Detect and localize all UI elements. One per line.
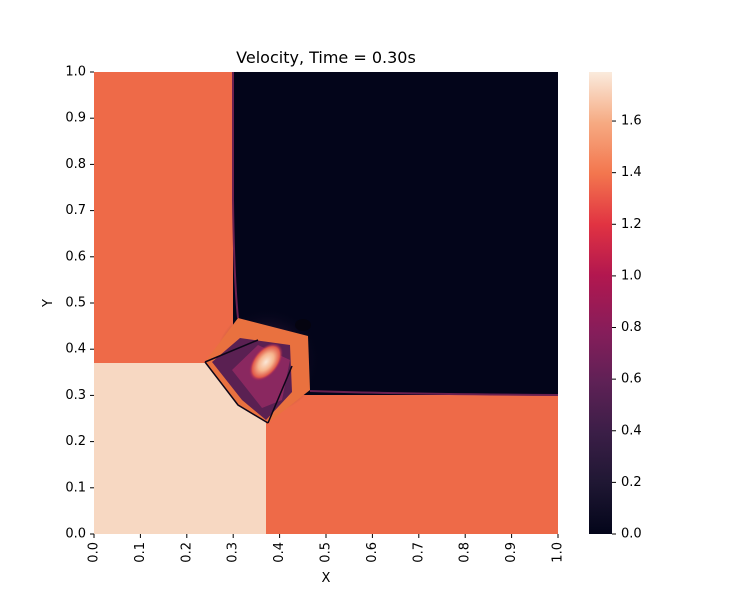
y-tick-label: 0.9 bbox=[65, 111, 86, 126]
x-tick-label: 0.0 bbox=[87, 542, 102, 563]
contact-edge-vertical bbox=[232, 72, 239, 319]
x-tick-label: 0.4 bbox=[272, 542, 287, 563]
colorbar bbox=[589, 72, 612, 534]
chart-title: Velocity, Time = 0.30s bbox=[236, 48, 416, 67]
shock-front-lines bbox=[204, 339, 293, 424]
colorbar-tick-label: 0.2 bbox=[621, 475, 642, 490]
colorbar-tick-label: 0.8 bbox=[621, 320, 642, 335]
x-tick-label: 0.7 bbox=[411, 542, 426, 563]
y-tick-label: 0.1 bbox=[65, 480, 86, 495]
colorbar-tick-label: 1.2 bbox=[621, 217, 642, 232]
colorbar-tick-label: 0.6 bbox=[621, 372, 642, 387]
x-tick-label: 1.0 bbox=[551, 542, 566, 563]
region-top-left bbox=[94, 72, 233, 363]
y-axis-label: Y bbox=[41, 299, 56, 308]
y-axis: 0.0 0.1 0.2 0.3 0.4 0.5 0.6 0.7 0.8 0.9 1.0 bbox=[65, 65, 94, 542]
x-tick-label: 0.9 bbox=[504, 542, 519, 563]
y-tick-label: 0.6 bbox=[65, 249, 86, 264]
x-tick-label: 0.5 bbox=[319, 542, 334, 563]
y-tick-label: 0.3 bbox=[65, 388, 86, 403]
x-tick-label: 0.2 bbox=[179, 542, 194, 563]
y-tick-label: 0.2 bbox=[65, 434, 86, 449]
x-axis-label: X bbox=[322, 571, 331, 586]
colorbar-axis: 0.0 0.2 0.4 0.6 0.8 1.0 1.2 1.4 1.6 bbox=[612, 114, 642, 542]
y-tick-label: 0.4 bbox=[65, 342, 86, 357]
region-bottom-right bbox=[266, 395, 558, 534]
y-tick-label: 0.8 bbox=[65, 157, 86, 172]
colorbar-tick-label: 1.4 bbox=[621, 165, 642, 180]
x-tick-label: 0.1 bbox=[133, 542, 148, 563]
colorbar-tick-label: 0.4 bbox=[621, 423, 642, 438]
dark-spot bbox=[295, 319, 311, 331]
y-tick-label: 0.7 bbox=[65, 203, 86, 218]
x-tick-label: 0.3 bbox=[226, 542, 241, 563]
x-tick-label: 0.8 bbox=[458, 542, 473, 563]
plot-area bbox=[94, 72, 558, 534]
y-tick-label: 0.0 bbox=[65, 527, 86, 542]
contact-edge-horizontal bbox=[309, 390, 558, 396]
velocity-peak bbox=[249, 342, 283, 382]
colorbar-tick-label: 0.0 bbox=[621, 527, 642, 542]
y-tick-label: 0.5 bbox=[65, 296, 86, 311]
x-axis: 0.0 0.1 0.2 0.3 0.4 0.5 0.6 0.7 0.8 0.9 1.0 bbox=[87, 534, 566, 563]
y-tick-label: 1.0 bbox=[65, 65, 86, 80]
x-tick-label: 0.6 bbox=[365, 542, 380, 563]
colorbar-tick-label: 1.6 bbox=[621, 114, 642, 129]
colorbar-tick-label: 1.0 bbox=[621, 268, 642, 283]
